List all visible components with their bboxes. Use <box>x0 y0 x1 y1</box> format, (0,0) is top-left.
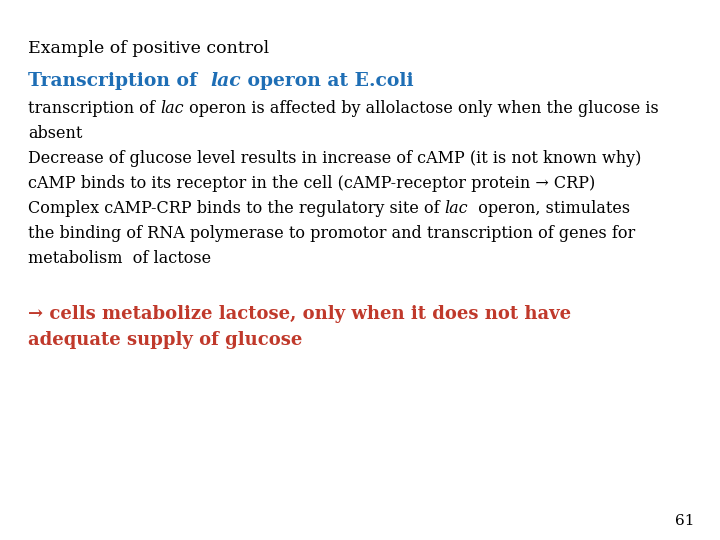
Text: the binding of RNA polymerase to promotor and transcription of genes for: the binding of RNA polymerase to promoto… <box>28 225 635 242</box>
Text: operon is affected by allolactose only when the glucose is: operon is affected by allolactose only w… <box>184 100 658 117</box>
Text: Complex cAMP-CRP binds to the regulatory site of: Complex cAMP-CRP binds to the regulatory… <box>28 200 445 217</box>
Text: lac: lac <box>160 100 184 117</box>
Text: transcription of: transcription of <box>28 100 160 117</box>
Text: operon at E.coli: operon at E.coli <box>240 72 413 90</box>
Text: operon, stimulates: operon, stimulates <box>469 200 631 217</box>
Text: → cells metabolize lactose, only when it does not have: → cells metabolize lactose, only when it… <box>28 305 571 323</box>
Text: metabolism  of lactose: metabolism of lactose <box>28 250 211 267</box>
Text: 61: 61 <box>675 514 695 528</box>
Text: absent: absent <box>28 125 82 142</box>
Text: Transcription of: Transcription of <box>28 72 210 90</box>
Text: lac: lac <box>445 200 469 217</box>
Text: adequate supply of glucose: adequate supply of glucose <box>28 331 302 349</box>
Text: Example of positive control: Example of positive control <box>28 40 269 57</box>
Text: Decrease of glucose level results in increase of cAMP (it is not known why): Decrease of glucose level results in inc… <box>28 150 642 167</box>
Text: cAMP binds to its receptor in the cell (cAMP-receptor protein → CRP): cAMP binds to its receptor in the cell (… <box>28 175 595 192</box>
Text: lac: lac <box>210 72 240 90</box>
